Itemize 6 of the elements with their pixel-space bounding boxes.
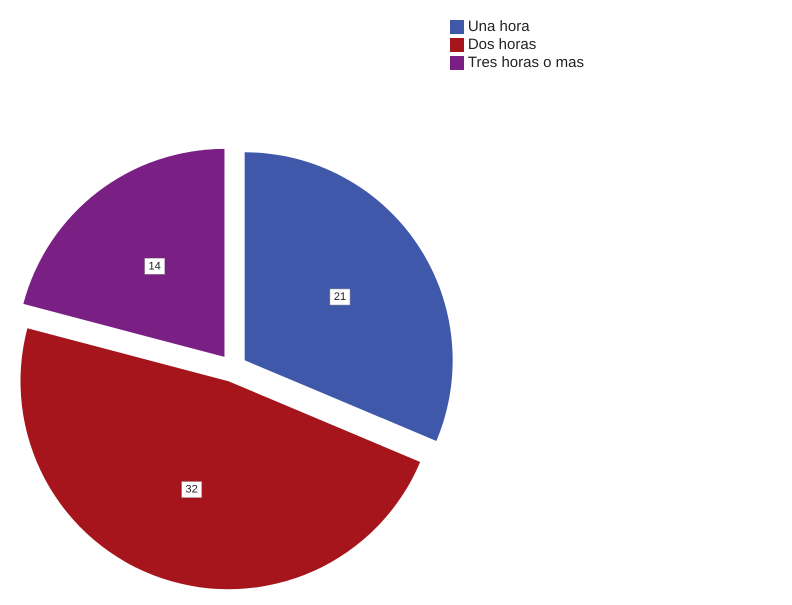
data-label: 32 [185, 484, 198, 496]
legend-label: Tres horas o mas [468, 54, 584, 72]
data-label: 21 [334, 290, 346, 303]
data-label: 14 [148, 260, 161, 272]
legend-label: Dos horas [468, 36, 536, 54]
legend-label: Una hora [468, 18, 530, 36]
